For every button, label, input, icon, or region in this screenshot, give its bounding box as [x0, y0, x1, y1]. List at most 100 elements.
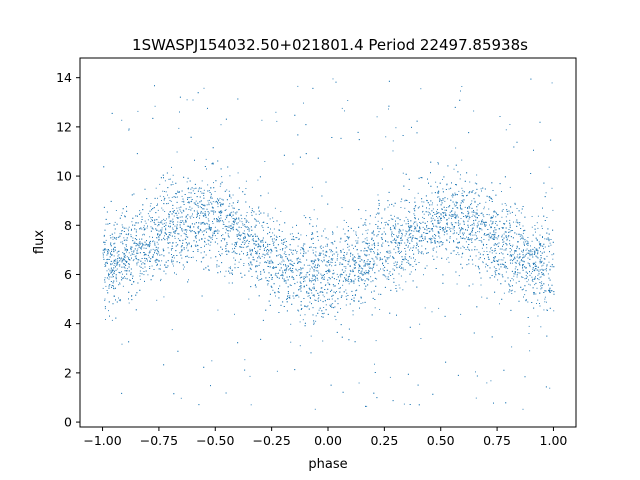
data-point: [376, 278, 378, 280]
data-point: [229, 203, 231, 205]
data-point: [509, 243, 511, 245]
data-point: [503, 233, 505, 235]
data-point: [468, 192, 470, 194]
data-point: [133, 242, 135, 244]
data-point: [173, 257, 175, 259]
data-point: [297, 263, 299, 264]
data-point: [163, 218, 165, 220]
data-point: [461, 159, 463, 161]
data-point: [497, 236, 499, 238]
data-point: [523, 241, 525, 243]
data-point: [481, 221, 483, 223]
data-point: [549, 287, 551, 289]
data-point: [205, 254, 207, 256]
data-point: [140, 247, 142, 249]
data-point: [346, 292, 348, 294]
data-point: [254, 218, 256, 220]
data-point: [261, 225, 263, 227]
data-point: [105, 239, 107, 241]
data-point: [378, 213, 380, 215]
data-point: [439, 237, 441, 239]
data-point: [463, 199, 465, 201]
data-point: [214, 191, 216, 192]
data-point: [174, 212, 176, 214]
data-point: [360, 250, 362, 252]
data-point: [131, 251, 133, 253]
data-point: [274, 291, 276, 293]
data-point: [345, 278, 347, 280]
data-point: [371, 244, 373, 246]
data-point: [300, 249, 302, 251]
data-point: [217, 206, 219, 208]
data-point: [258, 207, 259, 209]
data-point: [108, 272, 110, 274]
data-point: [315, 251, 317, 253]
data-point: [368, 248, 370, 250]
data-point: [436, 226, 438, 228]
data-point: [498, 242, 500, 244]
data-point: [389, 255, 391, 257]
data-point: [226, 244, 228, 245]
data-point: [159, 195, 161, 197]
data-point: [317, 298, 319, 300]
data-point: [181, 230, 183, 232]
data-point: [114, 237, 116, 239]
data-point: [420, 338, 422, 339]
data-point: [501, 298, 503, 300]
data-point: [348, 283, 350, 285]
data-point: [126, 237, 128, 239]
data-point: [275, 266, 276, 268]
data-point: [284, 269, 286, 271]
data-point: [262, 239, 264, 241]
data-point: [475, 371, 476, 373]
data-point: [298, 238, 299, 240]
data-point: [360, 218, 362, 220]
data-point: [217, 160, 219, 162]
data-point: [327, 298, 328, 300]
data-point: [465, 241, 467, 243]
data-point: [548, 166, 550, 168]
data-point: [119, 257, 120, 259]
data-point: [439, 182, 441, 184]
data-point: [395, 265, 397, 267]
data-point: [104, 249, 106, 251]
data-point: [335, 292, 336, 294]
data-point: [333, 291, 335, 293]
data-point: [314, 259, 316, 261]
data-point: [292, 268, 294, 269]
data-point: [218, 219, 220, 221]
data-point: [323, 312, 325, 314]
data-point: [306, 235, 307, 237]
data-point: [346, 253, 348, 255]
data-point: [418, 230, 420, 232]
data-point: [231, 211, 233, 213]
data-point: [194, 236, 196, 238]
data-point: [486, 254, 488, 256]
data-point: [379, 309, 381, 310]
data-point: [531, 279, 533, 281]
data-point: [504, 176, 506, 178]
data-point: [354, 294, 356, 296]
data-point: [111, 285, 113, 286]
data-point: [535, 231, 536, 233]
data-point: [123, 277, 124, 279]
data-point: [410, 225, 412, 227]
data-point: [245, 246, 247, 248]
data-point: [145, 247, 147, 249]
data-point: [280, 275, 282, 276]
data-point: [544, 296, 546, 298]
data-point: [539, 261, 541, 263]
data-point: [219, 185, 221, 187]
data-point: [197, 250, 199, 252]
data-point: [455, 271, 457, 273]
data-point: [139, 242, 141, 244]
data-point: [399, 229, 401, 231]
data-point: [436, 246, 438, 248]
data-point: [334, 306, 336, 308]
data-point: [230, 226, 232, 228]
data-point: [337, 276, 339, 278]
data-point: [353, 247, 354, 249]
data-point: [531, 276, 533, 278]
data-point: [413, 230, 415, 232]
data-point: [227, 226, 229, 228]
